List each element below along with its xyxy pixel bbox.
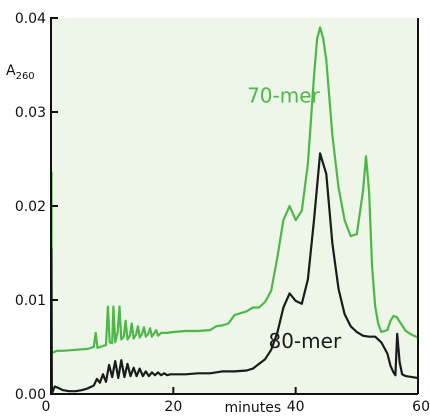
x-axis-label: minutes	[225, 400, 282, 416]
series-line-80-mer	[49, 152, 420, 396]
x-tick-label: 60	[412, 399, 430, 415]
y-tick-label: 0.00	[15, 387, 46, 403]
y-tick-label: 0.01	[15, 293, 46, 309]
series-label-70-mer: 70-mer	[247, 84, 320, 108]
y-tick-label: 0.04	[15, 11, 46, 27]
y-axis-label: A260	[6, 63, 35, 82]
series-label-80-mer: 80-mer	[268, 329, 341, 353]
series-layer	[49, 26, 420, 396]
series-line-70-mer	[49, 26, 420, 354]
ticks-layer: 0.00 0.01 0.02 0.03 0.04 0 20 40 60	[15, 11, 430, 415]
y-tick-label: 0.03	[15, 105, 46, 121]
y-tick-label: 0.02	[15, 199, 46, 215]
labels-layer: minutes A260 70-mer 80-mer	[6, 63, 342, 416]
x-tick-label: 20	[164, 399, 182, 415]
x-tick-label: 40	[287, 399, 305, 415]
x-tick-label: 0	[42, 399, 51, 415]
